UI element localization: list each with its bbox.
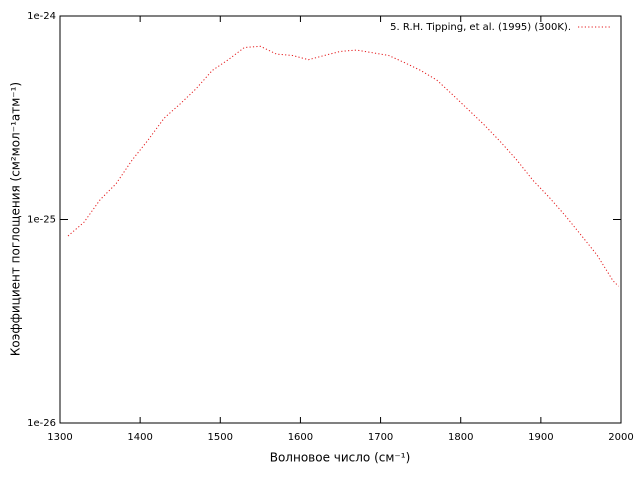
x-tick-label: 1900 bbox=[528, 432, 553, 443]
x-tick-label: 1400 bbox=[127, 432, 152, 443]
x-tick-label: 1300 bbox=[47, 432, 72, 443]
y-tick-label: 1e-24 bbox=[27, 11, 56, 22]
x-tick-label: 1500 bbox=[208, 432, 233, 443]
x-axis-label: Волновое число (см⁻¹) bbox=[270, 451, 411, 465]
y-tick-label: 1e-25 bbox=[27, 215, 56, 226]
legend-label: 5. R.H. Tipping, et al. (1995) (300K). bbox=[390, 22, 571, 33]
x-tick-label: 1600 bbox=[288, 432, 313, 443]
x-tick-label: 1800 bbox=[448, 432, 473, 443]
y-tick-label: 1e-26 bbox=[27, 418, 56, 429]
data-line bbox=[67, 45, 619, 287]
y-axis-label: Коэффициент поглощения (см²мол⁻¹атм⁻¹) bbox=[9, 82, 23, 356]
x-tick-label: 1700 bbox=[368, 432, 393, 443]
x-tick-label: 2000 bbox=[608, 432, 633, 443]
